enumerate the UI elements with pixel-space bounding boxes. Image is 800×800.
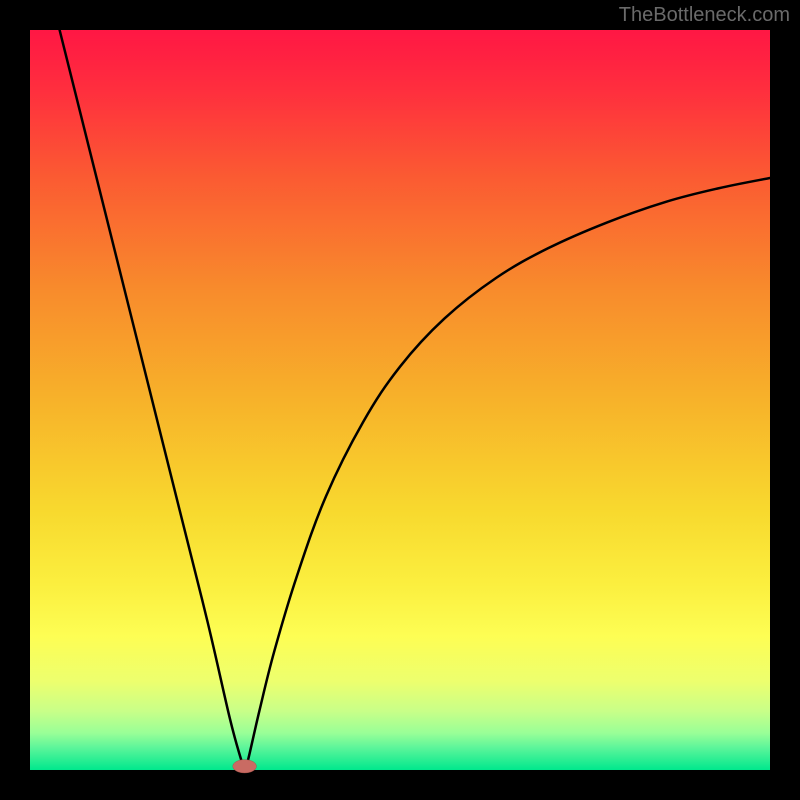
min-point-marker: [233, 760, 257, 773]
watermark-text: TheBottleneck.com: [619, 4, 790, 27]
chart-container: TheBottleneck.com: [0, 0, 800, 800]
bottleneck-chart: [0, 0, 800, 800]
chart-background: [30, 30, 770, 770]
